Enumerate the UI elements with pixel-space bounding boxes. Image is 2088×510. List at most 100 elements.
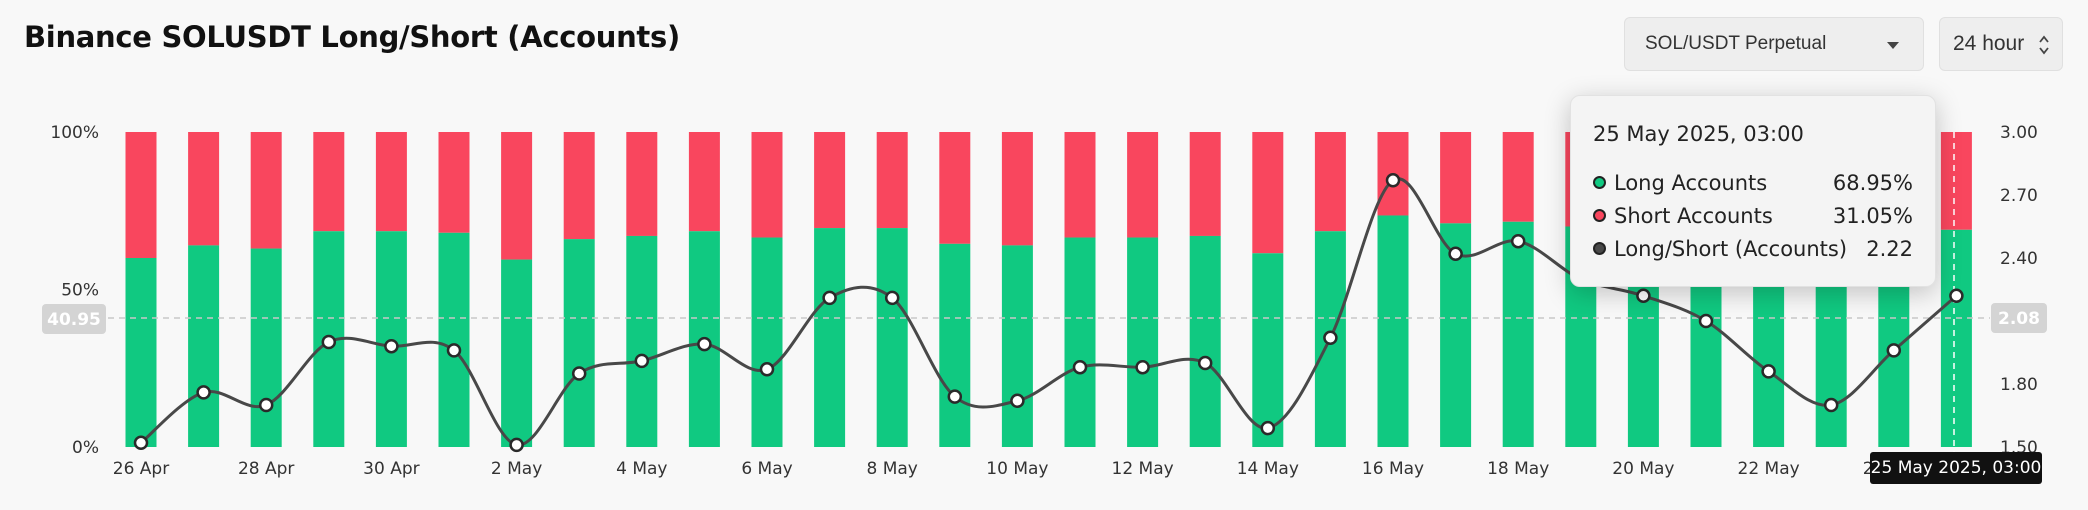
long-bar[interactable] <box>1502 221 1534 447</box>
x-tick-label: 4 May <box>616 459 667 479</box>
short-dot-icon <box>1593 209 1606 222</box>
tooltip-row-short: Short Accounts 31.05% <box>1593 199 1913 232</box>
ratio-point[interactable] <box>384 338 399 354</box>
long-bar[interactable] <box>1001 245 1033 447</box>
ratio-point[interactable] <box>947 389 963 404</box>
ratio-point[interactable] <box>1761 364 1776 379</box>
long-bar[interactable] <box>1189 235 1221 447</box>
short-bar[interactable] <box>501 132 533 260</box>
short-bar[interactable] <box>250 132 282 249</box>
crosshair-left-badge: 40.95 <box>42 304 106 334</box>
ratio-point[interactable] <box>634 353 650 369</box>
ratio-point[interactable] <box>1448 246 1463 262</box>
ratio-point[interactable] <box>1698 313 1714 329</box>
ratio-point[interactable] <box>1886 343 1902 358</box>
ratio-point[interactable] <box>1949 288 1964 304</box>
long-bar[interactable] <box>1377 215 1409 447</box>
ratio-point[interactable] <box>1385 173 1401 188</box>
short-bar[interactable] <box>1001 132 1033 246</box>
long-bar[interactable] <box>125 258 157 447</box>
ratio-point[interactable] <box>321 334 337 350</box>
ratio-point[interactable] <box>571 366 587 381</box>
y-right-tick-label: 2.70 <box>2000 186 2038 206</box>
tooltip-label: Long Accounts <box>1614 170 1768 195</box>
long-bar[interactable] <box>876 228 908 447</box>
long-bar[interactable] <box>563 239 595 447</box>
long-bar[interactable] <box>1252 253 1284 447</box>
ratio-point[interactable] <box>258 397 274 413</box>
short-bar[interactable] <box>1189 132 1221 236</box>
x-tick-label: 6 May <box>741 459 792 479</box>
period-select-value: 24 hour <box>1953 32 2025 55</box>
x-tick-label: 12 May <box>1112 459 1174 479</box>
ratio-point[interactable] <box>133 435 149 451</box>
tooltip-label: Short Accounts <box>1614 203 1773 228</box>
long-bar[interactable] <box>1127 237 1159 447</box>
ratio-point[interactable] <box>1636 288 1651 304</box>
x-tick-label: 18 May <box>1487 459 1549 479</box>
y-right-tick-label: 1.80 <box>2000 375 2038 395</box>
ratio-point[interactable] <box>1323 330 1338 346</box>
x-tick-label: 30 Apr <box>363 459 419 479</box>
tooltip-value: 2.22 <box>1866 236 1913 261</box>
short-bar[interactable] <box>375 132 407 232</box>
short-bar[interactable] <box>1940 132 1972 230</box>
y-left-tick-label: 0% <box>72 438 99 458</box>
ratio-point[interactable] <box>1260 420 1276 436</box>
long-bar[interactable] <box>626 235 658 447</box>
long-bar[interactable] <box>188 245 220 447</box>
period-select[interactable]: 24 hour <box>1939 17 2063 71</box>
short-bar[interactable] <box>688 132 720 232</box>
ratio-point[interactable] <box>1072 359 1088 375</box>
y-left-tick-label: 50% <box>61 281 99 301</box>
x-tick-label: 28 Apr <box>238 459 294 479</box>
long-bar[interactable] <box>1940 229 1972 447</box>
long-bar[interactable] <box>438 232 470 447</box>
short-bar[interactable] <box>1440 132 1472 224</box>
long-bar[interactable] <box>814 228 846 447</box>
ratio-point[interactable] <box>446 343 462 358</box>
ratio-point[interactable] <box>509 437 524 453</box>
ratio-point[interactable] <box>1510 233 1526 249</box>
long-bar[interactable] <box>250 248 282 447</box>
pair-select-value: SOL/USDT Perpetual <box>1645 33 1827 54</box>
short-bar[interactable] <box>876 132 908 229</box>
ratio-point[interactable] <box>1010 393 1025 409</box>
short-bar[interactable] <box>939 132 971 244</box>
short-bar[interactable] <box>1252 132 1284 254</box>
x-tick-label: 20 May <box>1612 459 1674 479</box>
short-bar[interactable] <box>1314 132 1346 232</box>
long-bar[interactable] <box>751 237 783 447</box>
short-bar[interactable] <box>1064 132 1096 238</box>
ratio-point[interactable] <box>196 385 211 400</box>
short-bar[interactable] <box>188 132 220 246</box>
chart-tooltip: 25 May 2025, 03:00 Long Accounts 68.95% … <box>1570 95 1936 287</box>
x-tick-label: 22 May <box>1738 459 1800 479</box>
ratio-point[interactable] <box>1823 397 1839 413</box>
short-bar[interactable] <box>1502 132 1534 222</box>
long-bar[interactable] <box>939 243 971 447</box>
crosshair-right-value: 2.08 <box>1998 309 2040 329</box>
ratio-point[interactable] <box>884 290 900 306</box>
short-bar[interactable] <box>814 132 846 229</box>
short-bar[interactable] <box>626 132 658 236</box>
pair-select[interactable]: SOL/USDT Perpetual <box>1624 17 1924 71</box>
short-bar[interactable] <box>1127 132 1159 238</box>
tooltip-value: 68.95% <box>1832 170 1913 195</box>
x-tick-label: 8 May <box>867 459 918 479</box>
ratio-point[interactable] <box>1197 355 1213 371</box>
ratio-point[interactable] <box>697 336 712 352</box>
short-bar[interactable] <box>438 132 470 233</box>
long-bar[interactable] <box>501 259 533 447</box>
y-right-tick-label: 2.40 <box>2000 249 2038 269</box>
ratio-point[interactable] <box>759 362 775 377</box>
ratio-point[interactable] <box>1135 359 1150 375</box>
tooltip-row-ratio: Long/Short (Accounts) 2.22 <box>1593 232 1913 265</box>
short-bar[interactable] <box>751 132 783 238</box>
short-bar[interactable] <box>313 132 345 232</box>
short-bar[interactable] <box>563 132 595 240</box>
ratio-point[interactable] <box>822 290 837 306</box>
short-bar[interactable] <box>125 132 157 258</box>
long-bar[interactable] <box>1064 237 1096 447</box>
